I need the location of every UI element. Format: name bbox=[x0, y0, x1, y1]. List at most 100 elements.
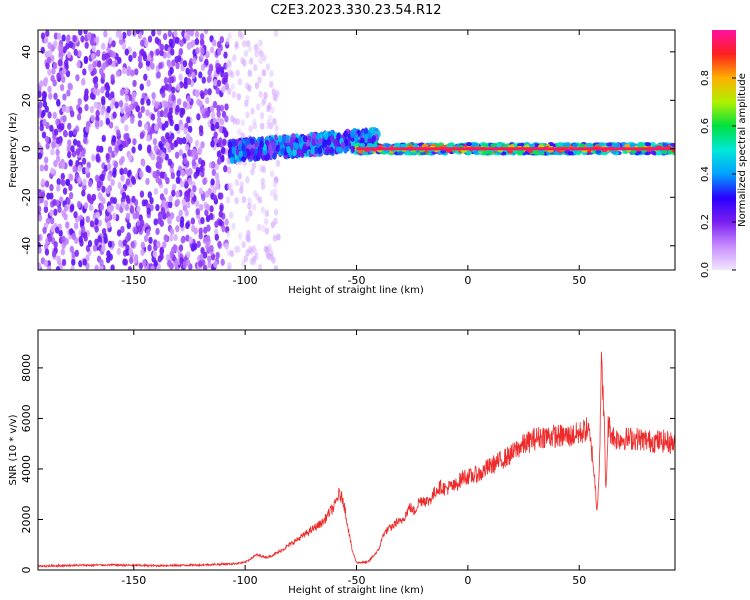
spectrogram-cell bbox=[191, 39, 196, 47]
spectrogram-cell bbox=[273, 265, 279, 270]
spectrogram-cell bbox=[123, 167, 128, 175]
spectrogram-cell bbox=[181, 137, 187, 145]
spectrogram-cell bbox=[126, 196, 131, 205]
spectrogram-cell bbox=[481, 151, 488, 156]
spectrogram-cell bbox=[101, 185, 106, 193]
colorbar: 0.0 0.2 0.4 0.6 0.8 Normalized spectral ampl… bbox=[700, 30, 748, 278]
y-tick-label: 4000 bbox=[20, 455, 33, 483]
spectrogram-cell bbox=[466, 150, 473, 155]
spectrogram-cell bbox=[43, 36, 49, 44]
spectrogram-cell bbox=[72, 128, 78, 136]
spectrogram-cell bbox=[270, 106, 275, 114]
spectrogram-cell bbox=[244, 215, 250, 223]
spectrogram-cell bbox=[185, 201, 191, 209]
spectrogram-cell bbox=[103, 232, 108, 241]
spectrogram-cell bbox=[226, 265, 232, 270]
spectrogram-cell bbox=[247, 84, 252, 92]
spectrogram-cell bbox=[105, 117, 110, 125]
spectrogram-cell bbox=[107, 146, 113, 154]
spectrogram-cell bbox=[315, 132, 321, 140]
spectrogram-cell bbox=[212, 194, 218, 202]
spectrogram-cell bbox=[610, 150, 617, 155]
spectrogram-cell bbox=[237, 128, 242, 136]
spectrogram-cell bbox=[145, 109, 150, 117]
spectrogram-cell bbox=[38, 90, 42, 98]
spectrogram-cell bbox=[180, 123, 185, 131]
spectrogram-cell bbox=[43, 259, 49, 267]
spectrogram-cell bbox=[167, 30, 173, 38]
spectrogram-cell bbox=[41, 131, 47, 139]
spectrogram-cell bbox=[267, 143, 273, 152]
spectrogram-cell bbox=[219, 192, 224, 200]
spectrogram-cell bbox=[194, 30, 200, 39]
spectrogram-cell bbox=[259, 140, 264, 148]
spectrogram-cell bbox=[200, 47, 205, 55]
spectrogram-cell bbox=[224, 242, 229, 250]
spectrogram-cell bbox=[184, 209, 189, 217]
spectrogram-cell bbox=[180, 236, 185, 244]
spectrogram-cell bbox=[117, 56, 122, 65]
spectrogram-cell bbox=[69, 228, 74, 236]
spectrogram-cell bbox=[114, 145, 120, 153]
spectrogram-cell bbox=[91, 44, 96, 52]
spectrogram-cell bbox=[78, 30, 83, 36]
spectrogram-cell bbox=[257, 196, 263, 204]
spectrogram-cell bbox=[329, 146, 334, 154]
spectrogram-cell bbox=[650, 150, 657, 155]
spectrogram-cell bbox=[116, 129, 121, 137]
spectrogram-cell bbox=[55, 266, 61, 270]
spectrogram-cell bbox=[67, 139, 72, 147]
spectrogram-cell bbox=[211, 161, 216, 169]
spectrogram-cell bbox=[130, 69, 135, 77]
spectrogram-cell bbox=[94, 217, 99, 226]
spectrogram-panel: -150 -100 -50 0 50 -40 -20 0 20 40 Height of str… bbox=[8, 29, 676, 296]
spectrogram-cell bbox=[151, 153, 156, 161]
colorbar-gradient bbox=[712, 30, 736, 270]
spectrogram-cell bbox=[85, 215, 91, 223]
spectrogram-cell bbox=[77, 50, 82, 58]
spectrogram-cell bbox=[44, 135, 50, 143]
spectrogram-cell bbox=[79, 219, 85, 227]
spectrogram-cell bbox=[38, 246, 42, 254]
spectrogram-cell bbox=[62, 129, 68, 137]
spectrogram-cell bbox=[167, 216, 172, 224]
spectrogram-cell bbox=[203, 88, 209, 96]
spectrogram-cell bbox=[70, 265, 75, 270]
spectrogram-cell bbox=[173, 260, 179, 268]
spectrogram-cell bbox=[55, 155, 61, 163]
spectrogram-cell bbox=[132, 79, 137, 88]
spectrogram-cell bbox=[655, 151, 662, 156]
spectrogram-cell bbox=[250, 107, 255, 115]
spectrogram-cell bbox=[185, 33, 191, 41]
spectrogram-cell bbox=[56, 255, 61, 263]
spectrogram-cell bbox=[96, 60, 102, 68]
spectrogram-cell bbox=[250, 148, 255, 156]
spectrogram-cell bbox=[482, 143, 489, 148]
spectrogram-cell bbox=[56, 32, 62, 40]
spectrogram-cell bbox=[163, 187, 169, 196]
spectrogram-cell bbox=[106, 220, 111, 228]
spectrogram-cell bbox=[227, 141, 233, 149]
spectrogram-cell bbox=[207, 68, 212, 77]
spectrogram-cell bbox=[234, 40, 239, 49]
spectrogram-cell bbox=[210, 111, 216, 120]
spectrogram-cell bbox=[94, 174, 100, 182]
spectrogram-cell bbox=[189, 190, 195, 198]
spectrogram-cell bbox=[397, 151, 404, 156]
spectrogram-cell bbox=[242, 59, 247, 67]
spectrogram-cell bbox=[161, 123, 166, 131]
spectrogram-cell bbox=[110, 264, 115, 270]
spectrogram-cell bbox=[286, 145, 291, 154]
spectrogram-cell bbox=[60, 123, 65, 131]
spectrogram-cell bbox=[163, 110, 168, 118]
spectrogram-cell bbox=[263, 218, 269, 226]
spectrogram-cell bbox=[190, 217, 196, 225]
spectrogram-cell bbox=[317, 147, 323, 155]
spectrogram-cell bbox=[73, 211, 78, 219]
spectrogram-cell bbox=[195, 200, 200, 208]
spectrogram-cell bbox=[246, 229, 251, 238]
spectrogram-cell bbox=[260, 182, 266, 191]
spectrogram-cell bbox=[146, 54, 152, 62]
spectrogram-cell bbox=[238, 143, 243, 151]
spectrogram-cell bbox=[124, 48, 129, 56]
